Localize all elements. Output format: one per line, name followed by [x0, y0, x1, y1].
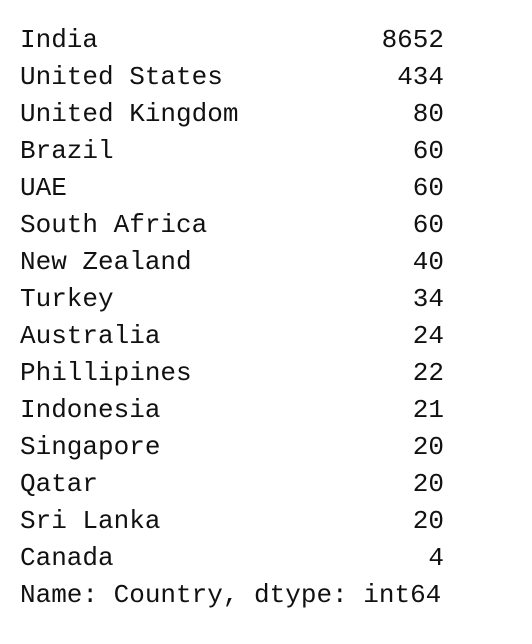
- series-row: Brazil 60: [20, 133, 520, 170]
- series-row: Turkey 34: [20, 281, 520, 318]
- country-count: 20: [412, 469, 444, 499]
- series-output: India 8652 United States 434 United Kingdom 8…: [20, 22, 520, 614]
- series-row: Indonesia 21: [20, 392, 520, 429]
- country-label: Phillipines: [20, 358, 192, 388]
- series-row: Qatar 20: [20, 466, 520, 503]
- series-row: Australia 24: [20, 318, 520, 355]
- country-label: Singapore: [20, 432, 161, 462]
- series-row: India 8652: [20, 22, 520, 59]
- country-count: 34: [412, 284, 444, 314]
- country-count: 60: [412, 173, 444, 203]
- series-row: Singapore 20: [20, 429, 520, 466]
- series-row: United Kingdom 80: [20, 96, 520, 133]
- country-count: 21: [412, 395, 444, 425]
- country-label: UAE: [20, 173, 67, 203]
- country-label: Brazil: [20, 136, 114, 166]
- value-counts-list: India 8652 United States 434 United Kingdom 8…: [20, 22, 520, 577]
- country-label: New Zealand: [20, 247, 192, 277]
- country-count: 22: [412, 358, 444, 388]
- series-row: United States 434: [20, 59, 520, 96]
- series-row: Phillipines 22: [20, 355, 520, 392]
- series-row: UAE 60: [20, 170, 520, 207]
- country-label: Turkey: [20, 284, 114, 314]
- country-label: Sri Lanka: [20, 506, 161, 536]
- series-row: Canada 4: [20, 540, 520, 577]
- country-count: 80: [412, 99, 444, 129]
- series-row: Sri Lanka 20: [20, 503, 520, 540]
- country-label: South Africa: [20, 210, 208, 240]
- country-label: Australia: [20, 321, 161, 351]
- country-label: United States: [20, 62, 223, 92]
- country-count: 60: [412, 136, 444, 166]
- country-count: 20: [412, 432, 444, 462]
- series-row: New Zealand 40: [20, 244, 520, 281]
- country-count: 4: [428, 543, 444, 573]
- country-count: 434: [397, 62, 444, 92]
- country-label: India: [20, 25, 99, 55]
- country-label: Qatar: [20, 469, 99, 499]
- country-count: 24: [412, 321, 444, 351]
- series-row: South Africa 60: [20, 207, 520, 244]
- country-count: 8652: [381, 25, 444, 55]
- country-label: Indonesia: [20, 395, 161, 425]
- country-count: 40: [412, 247, 444, 277]
- country-label: United Kingdom: [20, 99, 239, 129]
- country-count: 20: [412, 506, 444, 536]
- series-footer: Name: Country, dtype: int64: [20, 580, 442, 610]
- country-label: Canada: [20, 543, 114, 573]
- country-count: 60: [412, 210, 444, 240]
